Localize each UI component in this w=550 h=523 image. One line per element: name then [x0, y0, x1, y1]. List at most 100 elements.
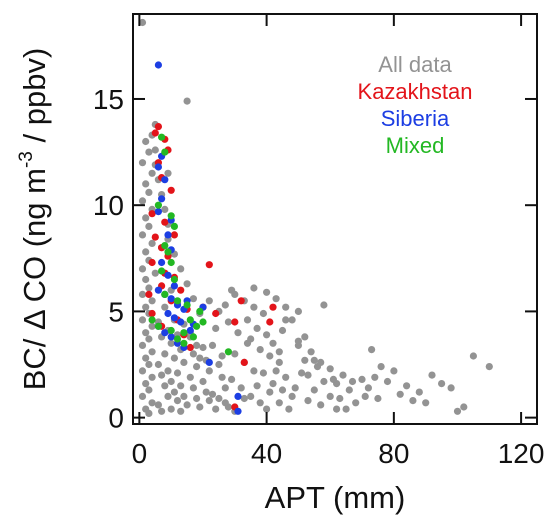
point-mixed: [193, 322, 201, 330]
point-all-data: [317, 401, 325, 409]
point-all-data: [148, 373, 156, 381]
point-all-data: [231, 350, 239, 358]
point-all-data: [288, 316, 296, 324]
point-all-data: [173, 369, 182, 377]
point-all-data: [221, 399, 229, 407]
point-all-data: [142, 354, 150, 362]
point-all-data: [189, 295, 197, 303]
point-all-data: [167, 339, 175, 347]
point-mixed: [154, 322, 162, 330]
point-all-data: [282, 373, 290, 381]
point-all-data: [256, 399, 264, 407]
point-all-data: [154, 360, 162, 369]
point-kazakhstan: [148, 210, 156, 218]
y-tick-label: 0: [108, 403, 124, 434]
point-kazakhstan: [151, 129, 159, 137]
point-all-data: [307, 348, 315, 356]
y-tick-label: 5: [108, 296, 124, 327]
point-all-data: [269, 339, 277, 347]
point-all-data: [278, 386, 287, 394]
point-all-data: [460, 403, 468, 411]
point-all-data: [161, 350, 169, 358]
point-all-data: [138, 18, 147, 27]
point-all-data: [259, 369, 267, 377]
point-all-data: [145, 386, 153, 394]
point-mixed: [161, 242, 169, 250]
point-all-data: [285, 405, 293, 413]
point-all-data: [202, 388, 210, 396]
point-all-data: [403, 382, 411, 390]
ticks-layer: 0 40 80 120 0 5 10 15: [93, 14, 545, 469]
x-tick-label: 0: [132, 438, 148, 469]
point-mixed: [196, 307, 204, 315]
point-all-data: [294, 337, 302, 345]
point-all-data: [142, 275, 150, 284]
point-all-data: [428, 371, 436, 379]
point-mixed: [180, 329, 188, 337]
point-siberia: [154, 208, 162, 216]
point-kazakhstan: [240, 358, 248, 366]
point-siberia: [234, 392, 242, 400]
point-kazakhstan: [266, 318, 274, 326]
point-all-data: [383, 377, 392, 386]
point-siberia: [154, 61, 162, 69]
point-kazakhstan: [151, 233, 159, 241]
point-all-data: [326, 365, 334, 373]
x-tick-label: 120: [498, 438, 545, 469]
point-siberia: [164, 309, 172, 318]
legend-item: Mixed: [386, 133, 445, 158]
point-all-data: [158, 371, 166, 379]
point-all-data: [138, 159, 147, 167]
point-all-data: [215, 360, 223, 369]
legend-item: Siberia: [381, 106, 450, 131]
point-siberia: [161, 329, 169, 337]
point-all-data: [342, 405, 350, 413]
y-tick-label: 10: [93, 190, 124, 221]
point-all-data: [142, 329, 150, 337]
point-all-data: [148, 239, 156, 247]
point-mixed: [167, 326, 175, 335]
point-all-data: [224, 318, 232, 326]
point-all-data: [154, 401, 162, 409]
point-all-data: [371, 373, 379, 381]
point-all-data: [138, 367, 147, 375]
point-all-data: [138, 265, 147, 273]
point-all-data: [151, 269, 159, 277]
point-all-data: [422, 399, 430, 407]
point-all-data: [288, 392, 296, 400]
point-all-data: [485, 363, 493, 371]
point-all-data: [348, 377, 357, 386]
point-all-data: [352, 399, 360, 407]
point-all-data: [282, 303, 290, 311]
points-layer: [138, 18, 493, 417]
point-all-data: [336, 394, 344, 403]
point-all-data: [180, 392, 188, 400]
point-all-data: [148, 169, 156, 177]
point-all-data: [218, 373, 226, 381]
point-all-data: [161, 205, 169, 213]
point-all-data: [167, 377, 175, 386]
point-kazakhstan: [237, 297, 245, 305]
point-siberia: [170, 282, 178, 290]
point-kazakhstan: [205, 261, 213, 269]
legend-item: All data: [378, 52, 452, 77]
point-kazakhstan: [167, 186, 175, 194]
point-mixed: [161, 290, 169, 298]
point-all-data: [377, 363, 385, 371]
point-all-data: [142, 303, 150, 311]
y-axis-title: BC/ Δ CO (ng m-3 / ppbv): [16, 48, 52, 391]
point-all-data: [269, 380, 277, 388]
point-siberia: [164, 271, 172, 279]
point-all-data: [138, 341, 147, 349]
y-axis-title-main: BC/ Δ CO (ng m: [17, 168, 52, 390]
point-all-data: [193, 363, 201, 371]
point-all-data: [183, 97, 191, 105]
point-all-data: [374, 394, 382, 403]
point-mixed: [183, 301, 191, 309]
point-all-data: [148, 348, 156, 356]
point-mixed: [173, 297, 182, 305]
point-siberia: [205, 358, 213, 366]
point-all-data: [180, 358, 188, 366]
point-all-data: [145, 284, 153, 292]
